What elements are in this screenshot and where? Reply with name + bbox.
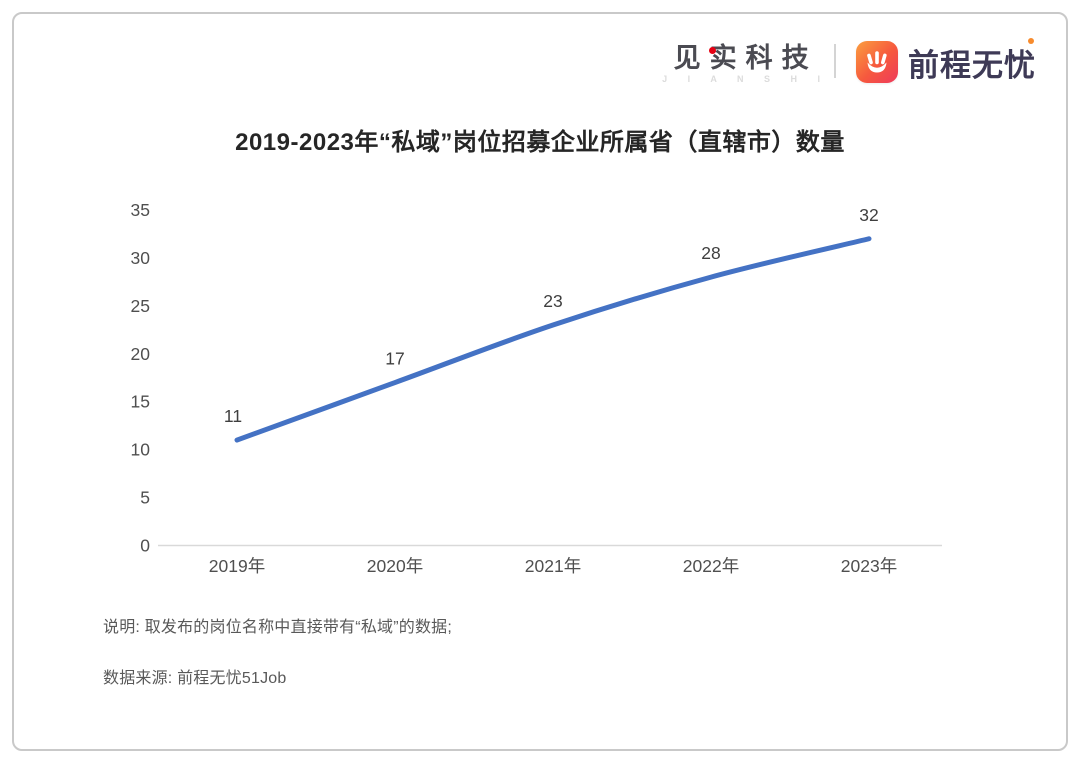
jianshi-logo-subtext: J I A N S H I <box>662 74 829 85</box>
footnotes: 说明: 取发布的岗位名称中直接带有“私域”的数据; 数据来源: 前程无忧51Jo… <box>103 618 452 720</box>
footnote-note: 说明: 取发布的岗位名称中直接带有“私域”的数据; <box>103 619 452 636</box>
logo-divider <box>834 44 836 78</box>
hand-glyph <box>867 51 887 73</box>
header-logos: 见实科技 J I A N S H I 前程无忧 <box>662 36 1036 92</box>
qcwy-logo: 前程无忧 <box>856 37 1036 85</box>
hand-app-icon <box>856 41 898 83</box>
qcwy-logo-text: 前程无忧 <box>908 37 1036 85</box>
jianshi-red-dot <box>709 46 717 54</box>
chart-title: 2019-2023年“私域”岗位招募企业所属省（直辖市）数量 <box>235 129 845 156</box>
jianshi-logo-text: 见实科技 <box>673 42 818 73</box>
qcwy-orange-dot <box>1028 37 1034 44</box>
jianshi-logo: 见实科技 J I A N S H I <box>662 42 820 84</box>
footnote-source: 数据来源: 前程无忧51Job <box>103 669 287 687</box>
